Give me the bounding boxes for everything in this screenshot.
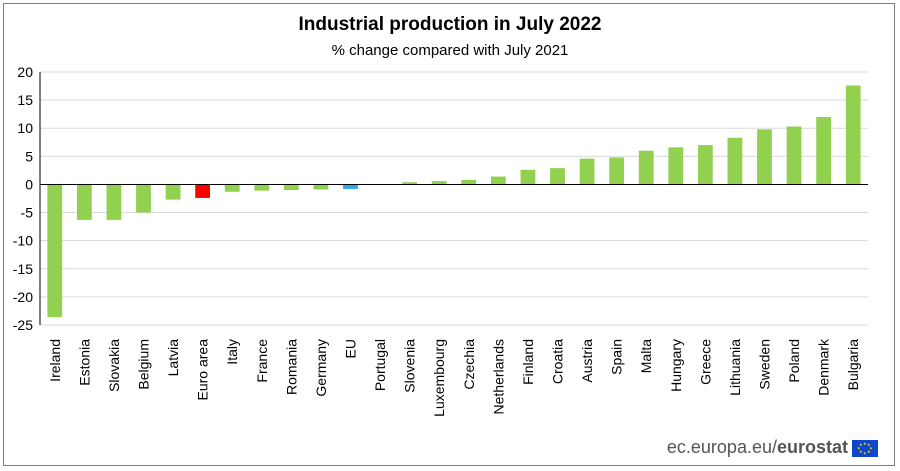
bar-netherlands: [490, 176, 506, 185]
eu-stars-icon: ★ ★★ ★★★ ★★: [857, 441, 873, 456]
bar-croatia: [550, 168, 565, 185]
chart-title: Industrial production in July 2022: [298, 14, 602, 35]
bar-slovakia: [106, 184, 122, 220]
x-axis-labels: Ireland Estonia Slovakia Belgium Latvia Euro …: [47, 338, 861, 417]
bar-italy: [224, 184, 240, 192]
bar-lithuania: [727, 137, 743, 185]
x-tick-label: Spain: [609, 339, 625, 375]
svg-text:★: ★: [867, 449, 871, 454]
y-tick-label: 10: [17, 120, 33, 136]
x-tick-label: Malta: [638, 339, 654, 373]
bar-ireland: [47, 184, 63, 318]
source-footer: ec.europa.eu/eurostat: [667, 437, 848, 458]
x-tick-label: Luxembourg: [431, 339, 447, 417]
y-tick-label: 0: [25, 176, 33, 192]
bar-eu: [343, 184, 358, 189]
svg-text:★: ★: [857, 446, 861, 451]
bar-finland: [520, 169, 536, 185]
x-tick-label: Croatia: [550, 339, 566, 384]
x-tick-label: Slovakia: [106, 339, 122, 392]
x-tick-label: Euro area: [195, 339, 211, 401]
y-tick-label: -15: [13, 261, 33, 277]
bar-estonia: [76, 184, 92, 220]
bar-denmark: [816, 116, 832, 185]
bar-greece: [697, 145, 713, 185]
bar-belgium: [136, 184, 151, 213]
y-tick-label: 5: [25, 148, 33, 164]
x-tick-label: Denmark: [816, 338, 832, 396]
x-tick-label: Latvia: [165, 339, 181, 377]
svg-text:★: ★: [863, 441, 867, 446]
footer-brand: eurostat: [776, 437, 848, 457]
svg-text:★: ★: [859, 442, 863, 447]
x-tick-label: Germany: [313, 339, 329, 397]
x-tick-label: Bulgaria: [845, 339, 861, 391]
footer-site: ec.europa.eu/: [666, 437, 777, 457]
y-tick-label: -5: [21, 205, 34, 221]
svg-text:★: ★: [867, 442, 871, 447]
chart-frame: [3, 3, 895, 466]
x-tick-label: Ireland: [47, 339, 63, 382]
chart-subtitle: % change compared with July 2021: [331, 42, 569, 59]
x-tick-label: Austria: [579, 339, 595, 383]
bar-spain: [609, 157, 625, 185]
bar-slovenia: [402, 182, 418, 185]
y-tick-label: -25: [13, 317, 33, 333]
bar-romania: [283, 184, 299, 191]
y-tick-label: -20: [13, 289, 33, 305]
svg-text:★: ★: [863, 451, 867, 456]
bar-germany: [313, 184, 329, 190]
y-tick-label: 15: [17, 92, 33, 108]
bar-euro-area: [195, 184, 211, 198]
x-tick-label: Portugal: [372, 339, 388, 391]
y-axis-ticks: 20 15 10 5 0 -5 -10 -15 -20 -25: [13, 64, 33, 333]
x-tick-label: France: [254, 339, 270, 383]
bar-hungary: [668, 147, 684, 185]
x-tick-label: Sweden: [757, 339, 773, 390]
gridlines: [40, 71, 868, 326]
x-tick-label: Romania: [283, 339, 299, 395]
x-tick-label: Finland: [520, 339, 536, 385]
x-tick-label: Belgium: [136, 339, 152, 390]
x-tick-label: Hungary: [668, 339, 684, 392]
x-tick-label: Estonia: [76, 339, 92, 386]
x-tick-label: Poland: [786, 339, 802, 383]
eu-flag-icon: ★ ★ ★ ★ ★ ★ ★ ★: [852, 440, 878, 457]
bars: [47, 85, 861, 318]
x-tick-label: Slovenia: [402, 339, 418, 393]
x-tick-label: Lithuania: [727, 339, 743, 396]
x-tick-label: Italy: [224, 339, 240, 365]
y-tick-label: 20: [17, 64, 33, 80]
x-tick-label: EU: [343, 339, 359, 358]
x-tick-label: Greece: [697, 339, 713, 385]
bar-bulgaria: [845, 85, 861, 185]
svg-text:★: ★: [859, 449, 863, 454]
bar-czechia: [461, 179, 477, 185]
bar-luxembourg: [431, 181, 447, 185]
x-tick-label: Czechia: [461, 339, 477, 390]
bar-france: [254, 184, 270, 191]
x-tick-label: Netherlands: [490, 339, 506, 415]
bar-austria: [579, 158, 595, 185]
bar-sweden: [757, 129, 772, 185]
svg-text:★: ★: [869, 446, 873, 451]
bar-malta: [638, 150, 654, 185]
y-tick-label: -10: [13, 233, 33, 249]
bar-latvia: [165, 184, 181, 200]
bar-poland: [786, 126, 802, 185]
